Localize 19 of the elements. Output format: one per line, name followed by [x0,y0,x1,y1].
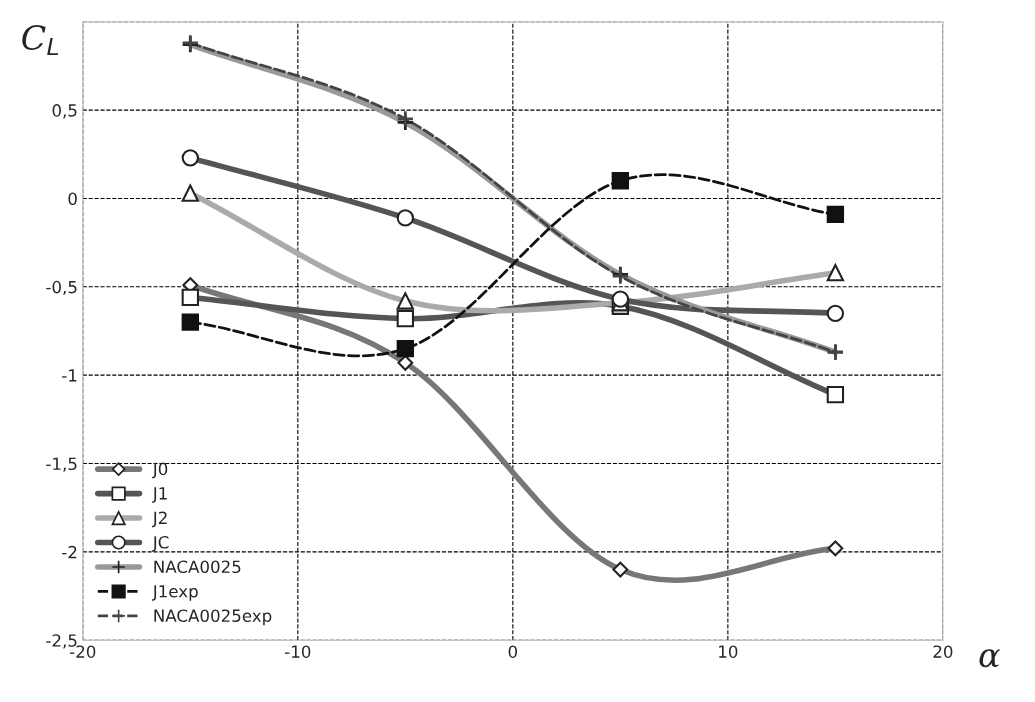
x-tick-label: 10 [719,645,738,658]
y-axis-title: C$_{L}$ [22,24,59,56]
x-tick-label: -10 [285,645,311,658]
y-tick-label: -1 [62,369,77,382]
x-axis-title: α [979,649,1000,668]
legend-label: J1exp [151,585,198,601]
x-tick-label: 20 [933,645,953,658]
x-tick-label: 0 [508,645,518,658]
y-tick-label: 0 [68,192,77,206]
legend-label: NACA0025 [154,560,241,574]
y-tick-label: -0,5 [46,280,77,296]
legend-label: J1 [151,487,167,503]
y-tick-label: -2 [62,545,77,559]
legend-label: NACA0025exp [154,609,272,626]
legend-label: J0 [151,462,168,479]
legend-label: JC [151,536,169,552]
y-tick-label: -1,5 [46,457,77,472]
legend-label: J2 [151,511,167,528]
y-tick-label: 0,5 [52,104,77,119]
